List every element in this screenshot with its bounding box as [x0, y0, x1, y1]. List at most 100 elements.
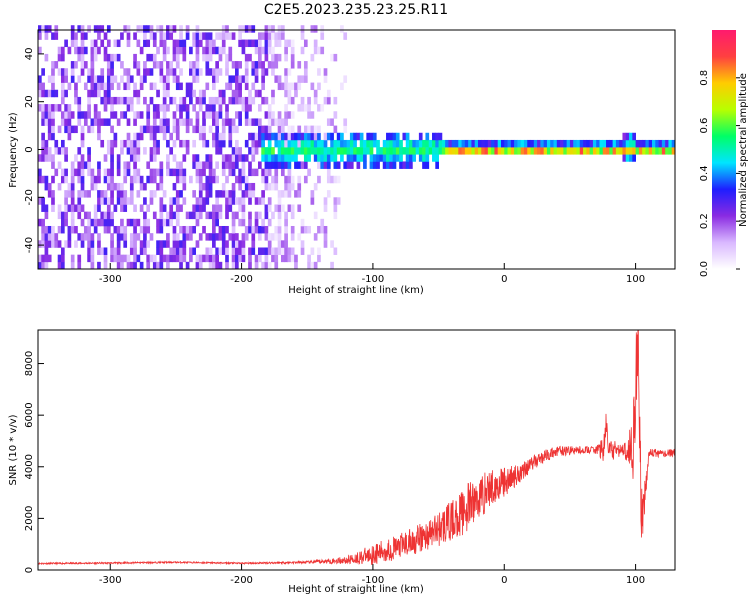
- heatmap-cell: [172, 125, 177, 134]
- heatmap-cell: [359, 132, 364, 141]
- heatmap-cell: [221, 233, 226, 241]
- heatmap-cell: [159, 168, 164, 177]
- heatmap-cell: [323, 240, 328, 248]
- heatmap-cell: [126, 82, 131, 91]
- heatmap-cell: [156, 25, 160, 33]
- heatmap-cell: [126, 68, 131, 76]
- heatmap-cell: [310, 147, 315, 155]
- heatmap-cell: [326, 154, 331, 162]
- heatmap-cell: [310, 197, 315, 205]
- heatmap-cell: [284, 82, 288, 91]
- heatmap-cell: [77, 104, 82, 112]
- heatmap-cell: [409, 147, 413, 155]
- heatmap-cell: [468, 147, 472, 155]
- heatmap-cell: [405, 161, 410, 169]
- heatmap-cell: [517, 139, 522, 148]
- heatmap-cell: [129, 190, 134, 198]
- heatmap-cell: [139, 204, 144, 212]
- heatmap-cell: [172, 247, 177, 255]
- heatmap-cell: [320, 25, 325, 33]
- heatmap-cell: [340, 82, 344, 91]
- heatmap-cell: [116, 96, 121, 105]
- heatmap-cell: [60, 53, 65, 62]
- heatmap-cell: [566, 147, 571, 155]
- heatmap-cell: [80, 139, 85, 148]
- heatmap-cell: [38, 89, 42, 98]
- heatmap-cell: [225, 211, 229, 220]
- heatmap-cell: [77, 204, 82, 212]
- heatmap-cell: [642, 147, 646, 155]
- heatmap-cell: [248, 225, 252, 234]
- heatmap-cell: [267, 25, 272, 33]
- heatmap-cell: [609, 139, 614, 148]
- heatmap-cell: [44, 139, 49, 148]
- heatmap-cell: [661, 139, 666, 148]
- heatmap-cell: [254, 68, 259, 76]
- heatmap-cell: [264, 161, 269, 169]
- heatmap-cell: [90, 240, 95, 248]
- heatmap-cell: [277, 161, 282, 169]
- heatmap-cell: [353, 132, 357, 141]
- heatmap-cell: [455, 147, 459, 155]
- heatmap-cell: [67, 240, 72, 248]
- heatmap-cell: [422, 147, 426, 155]
- heatmap-cell: [195, 204, 200, 212]
- heatmap-cell: [166, 218, 170, 227]
- heatmap-cell: [47, 118, 52, 126]
- heatmap-cell: [205, 68, 210, 76]
- heatmap-cell: [596, 147, 600, 155]
- heatmap-cell: [642, 139, 646, 148]
- heatmap-cell: [77, 261, 82, 270]
- heatmap-cell: [136, 218, 141, 227]
- heatmap-cell: [349, 161, 354, 169]
- heatmap-cell: [464, 147, 469, 155]
- heatmap-cell: [271, 154, 275, 162]
- heatmap-cell: [44, 118, 49, 126]
- heatmap-cell: [271, 46, 275, 55]
- heatmap-cell: [87, 240, 91, 248]
- heatmap-cell: [205, 190, 210, 198]
- heatmap-cell: [70, 225, 75, 234]
- colorbar-tick-label: 0.8: [699, 70, 710, 86]
- heatmap-cell: [80, 125, 85, 134]
- heatmap-cell: [74, 61, 78, 69]
- heatmap-cell: [60, 46, 65, 55]
- heatmap-cell: [120, 182, 124, 191]
- heatmap-cell: [83, 190, 88, 198]
- heatmap-cell: [366, 132, 371, 141]
- heatmap-cell: [110, 139, 114, 148]
- heatmap-cell: [307, 104, 311, 112]
- heatmap-cell: [156, 111, 160, 119]
- heatmap-cell: [146, 111, 151, 119]
- heatmap-cell: [74, 46, 78, 55]
- heatmap-cell: [382, 139, 387, 148]
- heatmap-cell: [129, 147, 134, 155]
- heatmap-cell: [228, 154, 233, 162]
- heatmap-cell: [267, 61, 272, 69]
- heatmap-cell: [90, 39, 95, 48]
- heatmap-cell: [235, 247, 239, 255]
- heatmap-cell: [44, 240, 49, 248]
- heatmap-cell: [399, 139, 403, 148]
- heatmap-cell: [110, 211, 114, 220]
- heatmap-cell: [208, 211, 213, 220]
- heatmap-cell: [405, 147, 410, 155]
- heatmap-cell: [162, 218, 167, 227]
- heatmap-cell: [257, 61, 262, 69]
- heatmap-cell: [251, 168, 256, 177]
- heatmap-cell: [405, 132, 410, 141]
- heatmap-cell: [175, 161, 180, 169]
- heatmap-cell: [113, 247, 118, 255]
- heatmap-cell: [143, 182, 147, 191]
- heatmap-cell: [113, 132, 118, 141]
- heatmap-cell: [136, 96, 141, 105]
- heatmap-cell: [271, 53, 275, 62]
- heatmap-cell: [126, 161, 131, 169]
- heatmap-cell: [481, 139, 485, 148]
- heatmap-cell: [372, 161, 377, 169]
- heatmap-cell: [261, 32, 265, 40]
- heatmap-cell: [294, 82, 298, 91]
- heatmap-cell: [116, 168, 121, 177]
- heatmap-cell: [215, 68, 219, 76]
- heatmap-cell: [195, 118, 200, 126]
